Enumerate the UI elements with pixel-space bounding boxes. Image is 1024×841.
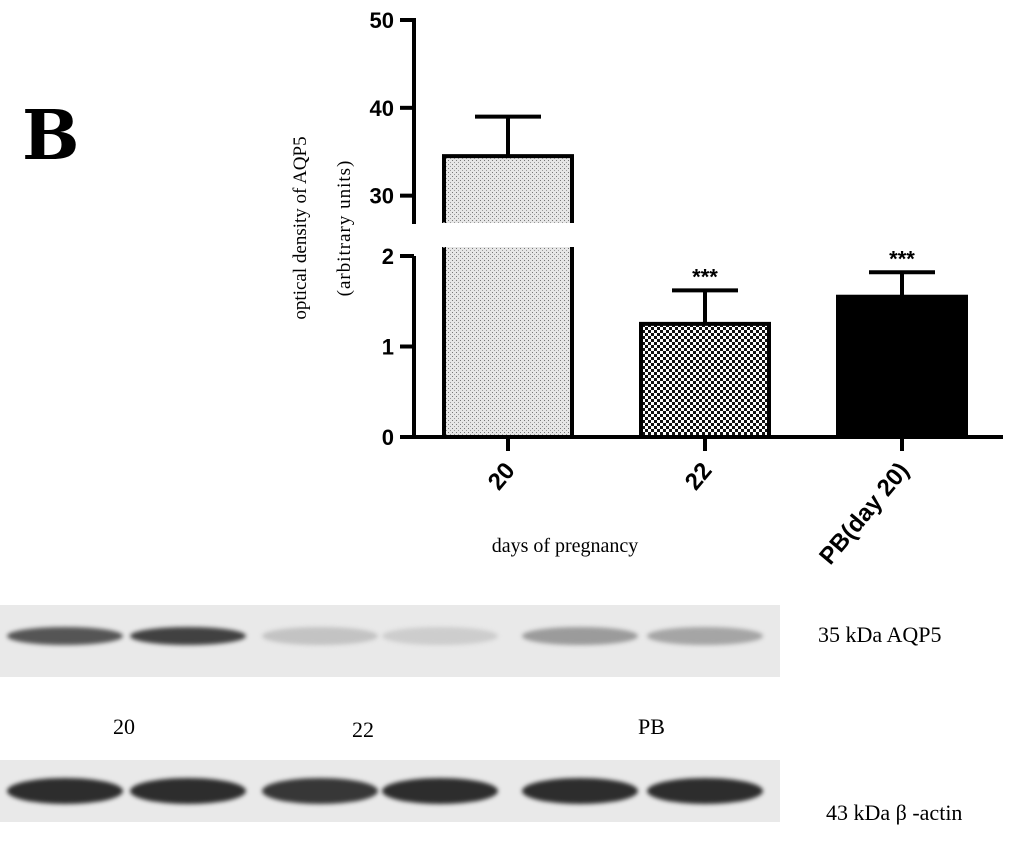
x-tick-label-2: PB(day 20) bbox=[814, 458, 914, 570]
actin-label: 43 kDa β -actin bbox=[826, 800, 963, 825]
aqp5-band-2 bbox=[130, 627, 246, 645]
actin-band-3 bbox=[262, 778, 378, 804]
aqp5-band-6 bbox=[647, 627, 763, 645]
actin-band-2 bbox=[130, 778, 246, 804]
actin-blot-strip bbox=[0, 760, 780, 822]
bar-1 bbox=[639, 321, 771, 439]
significance-1: *** bbox=[692, 264, 718, 289]
aqp5-band-3 bbox=[262, 627, 378, 645]
bar-0 bbox=[442, 154, 574, 439]
aqp5-band-1 bbox=[7, 627, 123, 645]
x-tick-label-1: 22 bbox=[680, 458, 718, 496]
y-tick-label-40: 40 bbox=[370, 96, 394, 121]
lane-label-pb: PB bbox=[638, 714, 665, 739]
y-tick-label-30: 30 bbox=[370, 184, 394, 209]
y-axis-label-line2: (arbitrary units) bbox=[334, 160, 355, 297]
y-tick-label-2: 2 bbox=[382, 244, 394, 269]
actin-band-4 bbox=[382, 778, 498, 804]
bar-2 bbox=[836, 294, 968, 439]
actin-band-1 bbox=[7, 778, 123, 804]
significance-2: *** bbox=[889, 246, 915, 271]
aqp5-band-5 bbox=[522, 627, 638, 645]
aqp5-band-4 bbox=[382, 627, 498, 645]
actin-band-6 bbox=[647, 778, 763, 804]
lane-label-22: 22 bbox=[352, 717, 374, 742]
x-axis-label: days of pregnancy bbox=[492, 535, 639, 557]
lane-label-20: 20 bbox=[113, 714, 135, 739]
bar-chart: 0 1 2 30 40 50 optical density of AQP5 (arbitra… bbox=[290, 8, 1003, 570]
actin-band-5 bbox=[522, 778, 638, 804]
y-tick-label-0: 0 bbox=[382, 425, 394, 450]
x-tick-label-0: 20 bbox=[483, 458, 521, 496]
aqp5-label: 35 kDa AQP5 bbox=[818, 622, 942, 647]
y-tick-label-1: 1 bbox=[382, 335, 394, 360]
panel-letter: B bbox=[22, 96, 80, 176]
y-axis-label-line1: optical density of AQP5 bbox=[290, 136, 311, 319]
y-tick-label-50: 50 bbox=[370, 8, 394, 33]
axis-break-gap bbox=[398, 223, 578, 247]
aqp5-blot-strip bbox=[0, 605, 780, 677]
